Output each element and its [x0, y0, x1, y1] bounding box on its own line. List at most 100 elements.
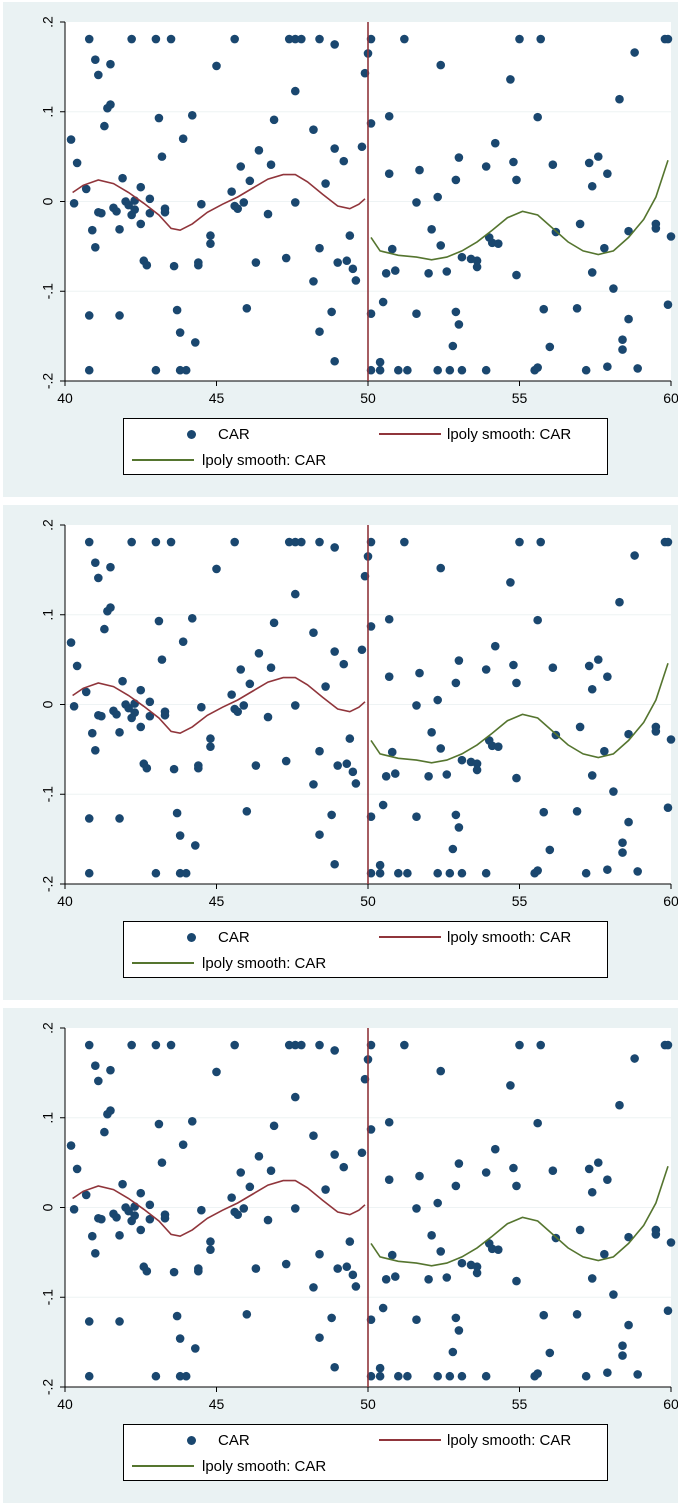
car-point: [584, 158, 594, 168]
car-point: [360, 1074, 370, 1084]
x-tick-label: 45: [209, 390, 225, 406]
car-point: [390, 266, 400, 275]
car-point: [506, 75, 515, 84]
car-point: [230, 1040, 239, 1050]
y-tick-label: 0: [40, 700, 56, 708]
car-point: [666, 1238, 676, 1247]
car-point: [242, 1310, 252, 1319]
car-point: [472, 262, 482, 272]
car-point: [384, 614, 394, 624]
car-point: [390, 769, 400, 778]
car-point: [539, 807, 549, 817]
legend-line-red: [379, 433, 441, 435]
car-point: [315, 1333, 324, 1342]
car-point: [454, 153, 464, 162]
car-point: [151, 1040, 161, 1050]
car-point: [290, 1092, 300, 1102]
legend-label-car: CAR: [218, 1431, 250, 1449]
car-point: [490, 138, 500, 148]
x-tick-label: 40: [57, 893, 73, 909]
car-point: [309, 628, 318, 637]
car-point: [603, 1368, 612, 1377]
car-point: [433, 192, 442, 202]
car-point: [190, 338, 200, 347]
car-point: [309, 125, 318, 134]
car-point: [72, 661, 82, 671]
car-point: [175, 1334, 185, 1343]
car-point: [609, 1290, 618, 1299]
car-point: [127, 1040, 136, 1050]
y-tick-label: .2: [40, 519, 56, 531]
car-point: [115, 1231, 124, 1240]
y-tick-label: 0: [40, 197, 56, 205]
car-point: [448, 341, 458, 351]
car-point: [357, 142, 367, 152]
car-point: [206, 1245, 215, 1254]
car-point: [442, 267, 452, 276]
car-point: [600, 1249, 609, 1259]
car-point: [490, 1144, 500, 1154]
car-point: [69, 1204, 79, 1214]
car-point: [351, 276, 361, 285]
car-point: [584, 1164, 594, 1174]
car-point: [315, 1040, 324, 1050]
legend-label-smooth-left: lpoly smooth: CAR: [447, 1431, 572, 1449]
car-point: [400, 34, 409, 44]
car-point: [327, 307, 336, 317]
legend-line-green: [132, 459, 194, 461]
car-point: [651, 219, 661, 229]
car-point: [412, 812, 421, 821]
legend-3: CAR lpoly smooth: CAR lpoly smooth: CAR: [123, 1424, 608, 1481]
car-point: [142, 1266, 152, 1276]
car-point: [315, 537, 324, 547]
car-point: [600, 746, 609, 756]
car-point: [330, 144, 339, 153]
car-point: [172, 1311, 182, 1321]
car-point: [263, 712, 273, 722]
car-point: [615, 1100, 624, 1110]
legend-line-red: [379, 1439, 441, 1441]
car-point: [512, 773, 521, 783]
car-point: [197, 702, 206, 712]
car-point: [442, 1273, 452, 1282]
car-point: [394, 868, 403, 878]
car-point: [175, 831, 185, 840]
car-point: [603, 169, 612, 178]
car-point: [81, 1190, 91, 1200]
car-point: [384, 672, 394, 681]
car-point: [239, 701, 249, 710]
car-point: [194, 1266, 203, 1276]
car-point: [118, 676, 127, 686]
car-point: [333, 1264, 343, 1273]
car-point: [166, 537, 176, 547]
car-point: [233, 1210, 243, 1219]
car-point: [342, 1262, 352, 1272]
car-point: [493, 1245, 503, 1254]
car-point: [436, 744, 446, 753]
car-point: [290, 1204, 300, 1213]
car-point: [457, 252, 467, 262]
car-point: [533, 363, 542, 372]
car-point: [400, 537, 409, 547]
car-point: [545, 1348, 555, 1358]
car-point: [536, 537, 546, 547]
car-point: [106, 1106, 115, 1115]
x-tick-label: 50: [360, 1396, 376, 1412]
car-point: [624, 314, 633, 324]
car-point: [142, 763, 152, 773]
car-point: [454, 1326, 464, 1335]
car-point: [448, 844, 458, 854]
car-point: [433, 1371, 442, 1381]
car-point: [445, 1371, 455, 1381]
car-point: [451, 810, 461, 820]
car-point: [206, 231, 215, 240]
car-point: [91, 242, 100, 252]
car-point: [206, 1237, 215, 1246]
car-point: [630, 551, 639, 560]
car-point: [433, 1198, 442, 1208]
car-point: [415, 1171, 424, 1181]
car-point: [106, 1065, 115, 1075]
car-point: [309, 1283, 318, 1292]
car-point: [175, 1371, 185, 1381]
car-point: [97, 1214, 106, 1224]
